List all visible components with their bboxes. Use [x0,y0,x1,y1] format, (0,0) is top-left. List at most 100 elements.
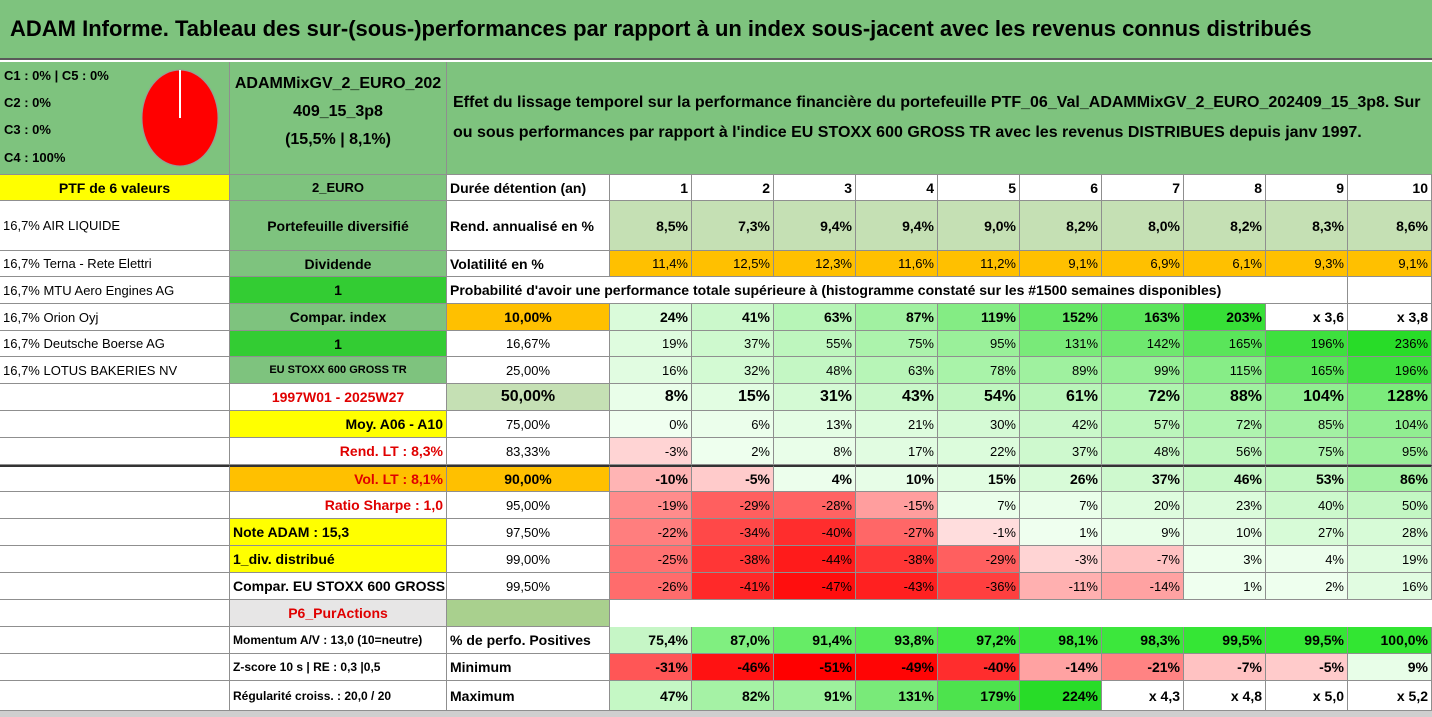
empty-cell [0,438,230,465]
probability-value: 88% [1184,384,1266,411]
probability-value: 20% [1102,492,1184,519]
minimum-value: -40% [938,654,1020,681]
positive-share-value: 98,3% [1102,627,1184,654]
minimum-value: -21% [1102,654,1184,681]
probability-value: 61% [1020,384,1102,411]
maximum-value: x 5,2 [1348,681,1432,711]
empty-cell [0,465,230,492]
currency-label: 2_EURO [230,175,447,201]
probability-value: 2% [692,438,774,465]
positive-share-value: 99,5% [1184,627,1266,654]
volatility-value: 12,3% [774,251,856,277]
year-3-header: 3 [774,175,856,201]
probability-header: Probabilité d'avoir une performance tota… [447,277,1348,304]
probability-value: 27% [1266,519,1348,546]
return-value: 9,0% [938,201,1020,251]
probability-value: 128% [1348,384,1432,411]
probability-value: 6% [692,411,774,438]
probability-value: -5% [692,465,774,492]
probability-value: 95% [1348,438,1432,465]
probability-value: 2% [1266,573,1348,600]
probability-value: 23% [1184,492,1266,519]
volatility-value: 9,1% [1020,251,1102,277]
duration-label: Durée détention (an) [447,175,610,201]
probability-value: 19% [1348,546,1432,573]
probability-value: 53% [1266,465,1348,492]
probability-value: 55% [774,331,856,357]
volatility-value: 11,6% [856,251,938,277]
longterm-volatility-label: Vol. LT : 8,1% [230,465,447,492]
volatility-value: 11,2% [938,251,1020,277]
composition-c1: C1 : 0% | C5 : 0% [4,68,109,83]
probability-value: 165% [1184,331,1266,357]
probability-value: 104% [1266,384,1348,411]
probability-value: -38% [856,546,938,573]
maximum-value: 131% [856,681,938,711]
empty-cell [0,654,230,681]
holding-row: 16,7% Orion Oyj [0,304,230,331]
probability-value: 48% [774,357,856,384]
minimum-value: -7% [1184,654,1266,681]
probability-value: 78% [938,357,1020,384]
description-line2: ou sous performances par rapport à l'ind… [453,124,1362,141]
probability-value: 1% [1184,573,1266,600]
probability-value: 119% [938,304,1020,331]
positive-share-value: 97,2% [938,627,1020,654]
probability-value: 7% [1020,492,1102,519]
probability-value: 56% [1184,438,1266,465]
probability-level: 90,00% [447,465,610,492]
probability-value: -15% [856,492,938,519]
probability-value: 3% [1184,546,1266,573]
probability-value: -22% [610,519,692,546]
probability-value: 7% [938,492,1020,519]
year-6-header: 6 [1020,175,1102,201]
probability-value: 8% [774,438,856,465]
probability-level: 95,00% [447,492,610,519]
probability-level: 75,00% [447,411,610,438]
probability-value: 46% [1184,465,1266,492]
probability-value: 115% [1184,357,1266,384]
probability-value: -29% [692,492,774,519]
probability-value: -43% [856,573,938,600]
report-title: ADAM Informe. Tableau des sur-(sous-)per… [0,0,1432,60]
probability-level: 99,00% [447,546,610,573]
description-line1: Effet du lissage temporel sur la perform… [453,94,1421,111]
probability-level: 99,50% [447,573,610,600]
portfolio-name-line3: (15,5% | 8,1%) [285,131,391,148]
probability-value: 42% [1020,411,1102,438]
ptf-header: PTF de 6 valeurs [0,175,230,201]
empty-cell [0,411,230,438]
year-4-header: 4 [856,175,938,201]
probability-value: -29% [938,546,1020,573]
probability-value: -36% [938,573,1020,600]
year-2-header: 2 [692,175,774,201]
maximum-value: x 4,8 [1184,681,1266,711]
minimum-label: Minimum [447,654,610,681]
volatility-value: 6,9% [1102,251,1184,277]
minimum-value: -49% [856,654,938,681]
adam-note-label: Note ADAM : 15,3 [230,519,447,546]
probability-level: 97,50% [447,519,610,546]
volatility-value: 6,1% [1184,251,1266,277]
probability-value: -27% [856,519,938,546]
probability-value: -10% [610,465,692,492]
minimum-value: -14% [1020,654,1102,681]
maximum-value: 47% [610,681,692,711]
minimum-value: -46% [692,654,774,681]
probability-value: 54% [938,384,1020,411]
volatility-value: 11,4% [610,251,692,277]
probability-value: -7% [1102,546,1184,573]
index-name-label: EU STOXX 600 GROSS TR [230,357,447,384]
probability-value: -14% [1102,573,1184,600]
probability-value: 196% [1348,357,1432,384]
probability-value: 28% [1348,519,1432,546]
empty-cell [0,627,230,654]
average-label: Moy. A06 - A10 [230,411,447,438]
positive-share-value: 91,4% [774,627,856,654]
probability-value: 72% [1184,411,1266,438]
empty-cell [0,384,230,411]
probability-level: 16,67% [447,331,610,357]
probability-value: x 3,6 [1266,304,1348,331]
probability-value: -34% [692,519,774,546]
